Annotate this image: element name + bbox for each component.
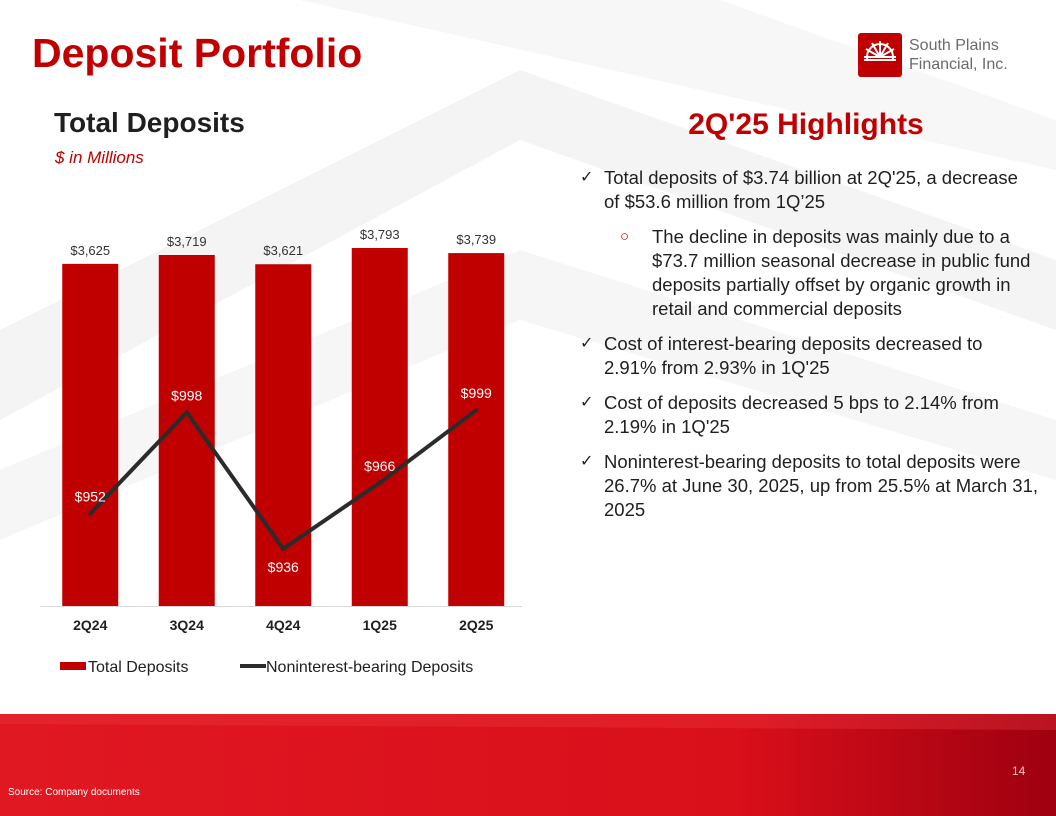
bullet-text: The decline in deposits was mainly due t… (652, 226, 1031, 319)
line-value-label: $966 (364, 458, 395, 474)
bullet-item: ✓ Total deposits of $3.74 billion at 2Q'2… (578, 166, 1038, 214)
x-axis-tick-label: 2Q25 (459, 617, 493, 633)
bullet-item: ✓ Cost of deposits decreased 5 bps to 2.1… (578, 391, 1038, 439)
logo-line-1: South Plains (909, 37, 999, 54)
line-point (88, 511, 93, 516)
company-logo: South Plains Financial, Inc. (858, 33, 1028, 79)
sub-bullet-item: ○ The decline in deposits was mainly due … (578, 225, 1038, 321)
page-number: 14 (1012, 764, 1026, 778)
x-axis-tick-label: 4Q24 (266, 617, 300, 633)
bar-value-label: $3,793 (360, 227, 400, 242)
bullet-text: Cost of deposits decreased 5 bps to 2.14… (604, 392, 999, 437)
bullet-text: Noninterest-bearing deposits to total de… (604, 451, 1038, 520)
line-point (377, 480, 382, 485)
chart-subtitle: $ in Millions (55, 148, 144, 167)
bar-value-label: $3,625 (70, 243, 110, 258)
line-value-label: $998 (171, 387, 202, 403)
line-value-label: $999 (461, 385, 492, 401)
bar-total-deposits (255, 264, 312, 606)
legend-label-total-deposits: Total Deposits (88, 659, 189, 676)
x-axis-tick-label: 3Q24 (170, 617, 204, 633)
circle-bullet-icon: ○ (620, 228, 630, 245)
bar-value-label: $3,719 (167, 234, 207, 249)
line-value-label: $952 (75, 489, 106, 505)
bar-total-deposits (351, 248, 408, 606)
line-point (184, 410, 189, 415)
legend-swatch-total-deposits (60, 662, 86, 670)
bar-value-label: $3,739 (456, 232, 496, 247)
page-title: Deposit Portfolio (32, 30, 363, 76)
bar-total-deposits (448, 253, 505, 607)
line-point (281, 546, 286, 551)
checkmark-icon: ✓ (580, 169, 594, 186)
checkmark-icon: ✓ (580, 394, 594, 411)
line-point (474, 408, 479, 413)
legend-label-noninterest: Noninterest-bearing Deposits (266, 659, 473, 676)
deposits-chart: $3,625 $3,719 $3,621 $3,793 $3,739 $952 $998 $9… (40, 227, 522, 676)
checkmark-icon: ✓ (580, 335, 594, 352)
chart-title: Total Deposits (54, 107, 245, 138)
source-note: Source: Company documents (8, 787, 140, 798)
bar-total-deposits (62, 263, 119, 606)
logo-line-2: Financial, Inc. (909, 56, 1008, 73)
highlights-title: 2Q'25 Highlights (688, 108, 924, 141)
bar-value-label: $3,621 (263, 243, 303, 258)
bullet-item: ✓ Cost of interest-bearing deposits decre… (578, 332, 1038, 380)
x-axis-tick-label: 2Q24 (73, 617, 107, 633)
highlights-list: ✓ Total deposits of $3.74 billion at 2Q'2… (578, 166, 1038, 533)
bullet-item: ✓ Noninterest-bearing deposits to total d… (578, 450, 1038, 522)
sunburst-logo-icon (858, 33, 902, 77)
x-axis-tick-label: 1Q25 (363, 617, 397, 633)
line-value-label: $936 (268, 559, 299, 575)
checkmark-icon: ✓ (580, 453, 594, 470)
bullet-text: Cost of interest-bearing deposits decrea… (604, 333, 983, 378)
bullet-text: Total deposits of $3.74 billion at 2Q'25… (604, 167, 1018, 212)
logo-text: South Plains Financial, Inc. (909, 36, 1008, 74)
